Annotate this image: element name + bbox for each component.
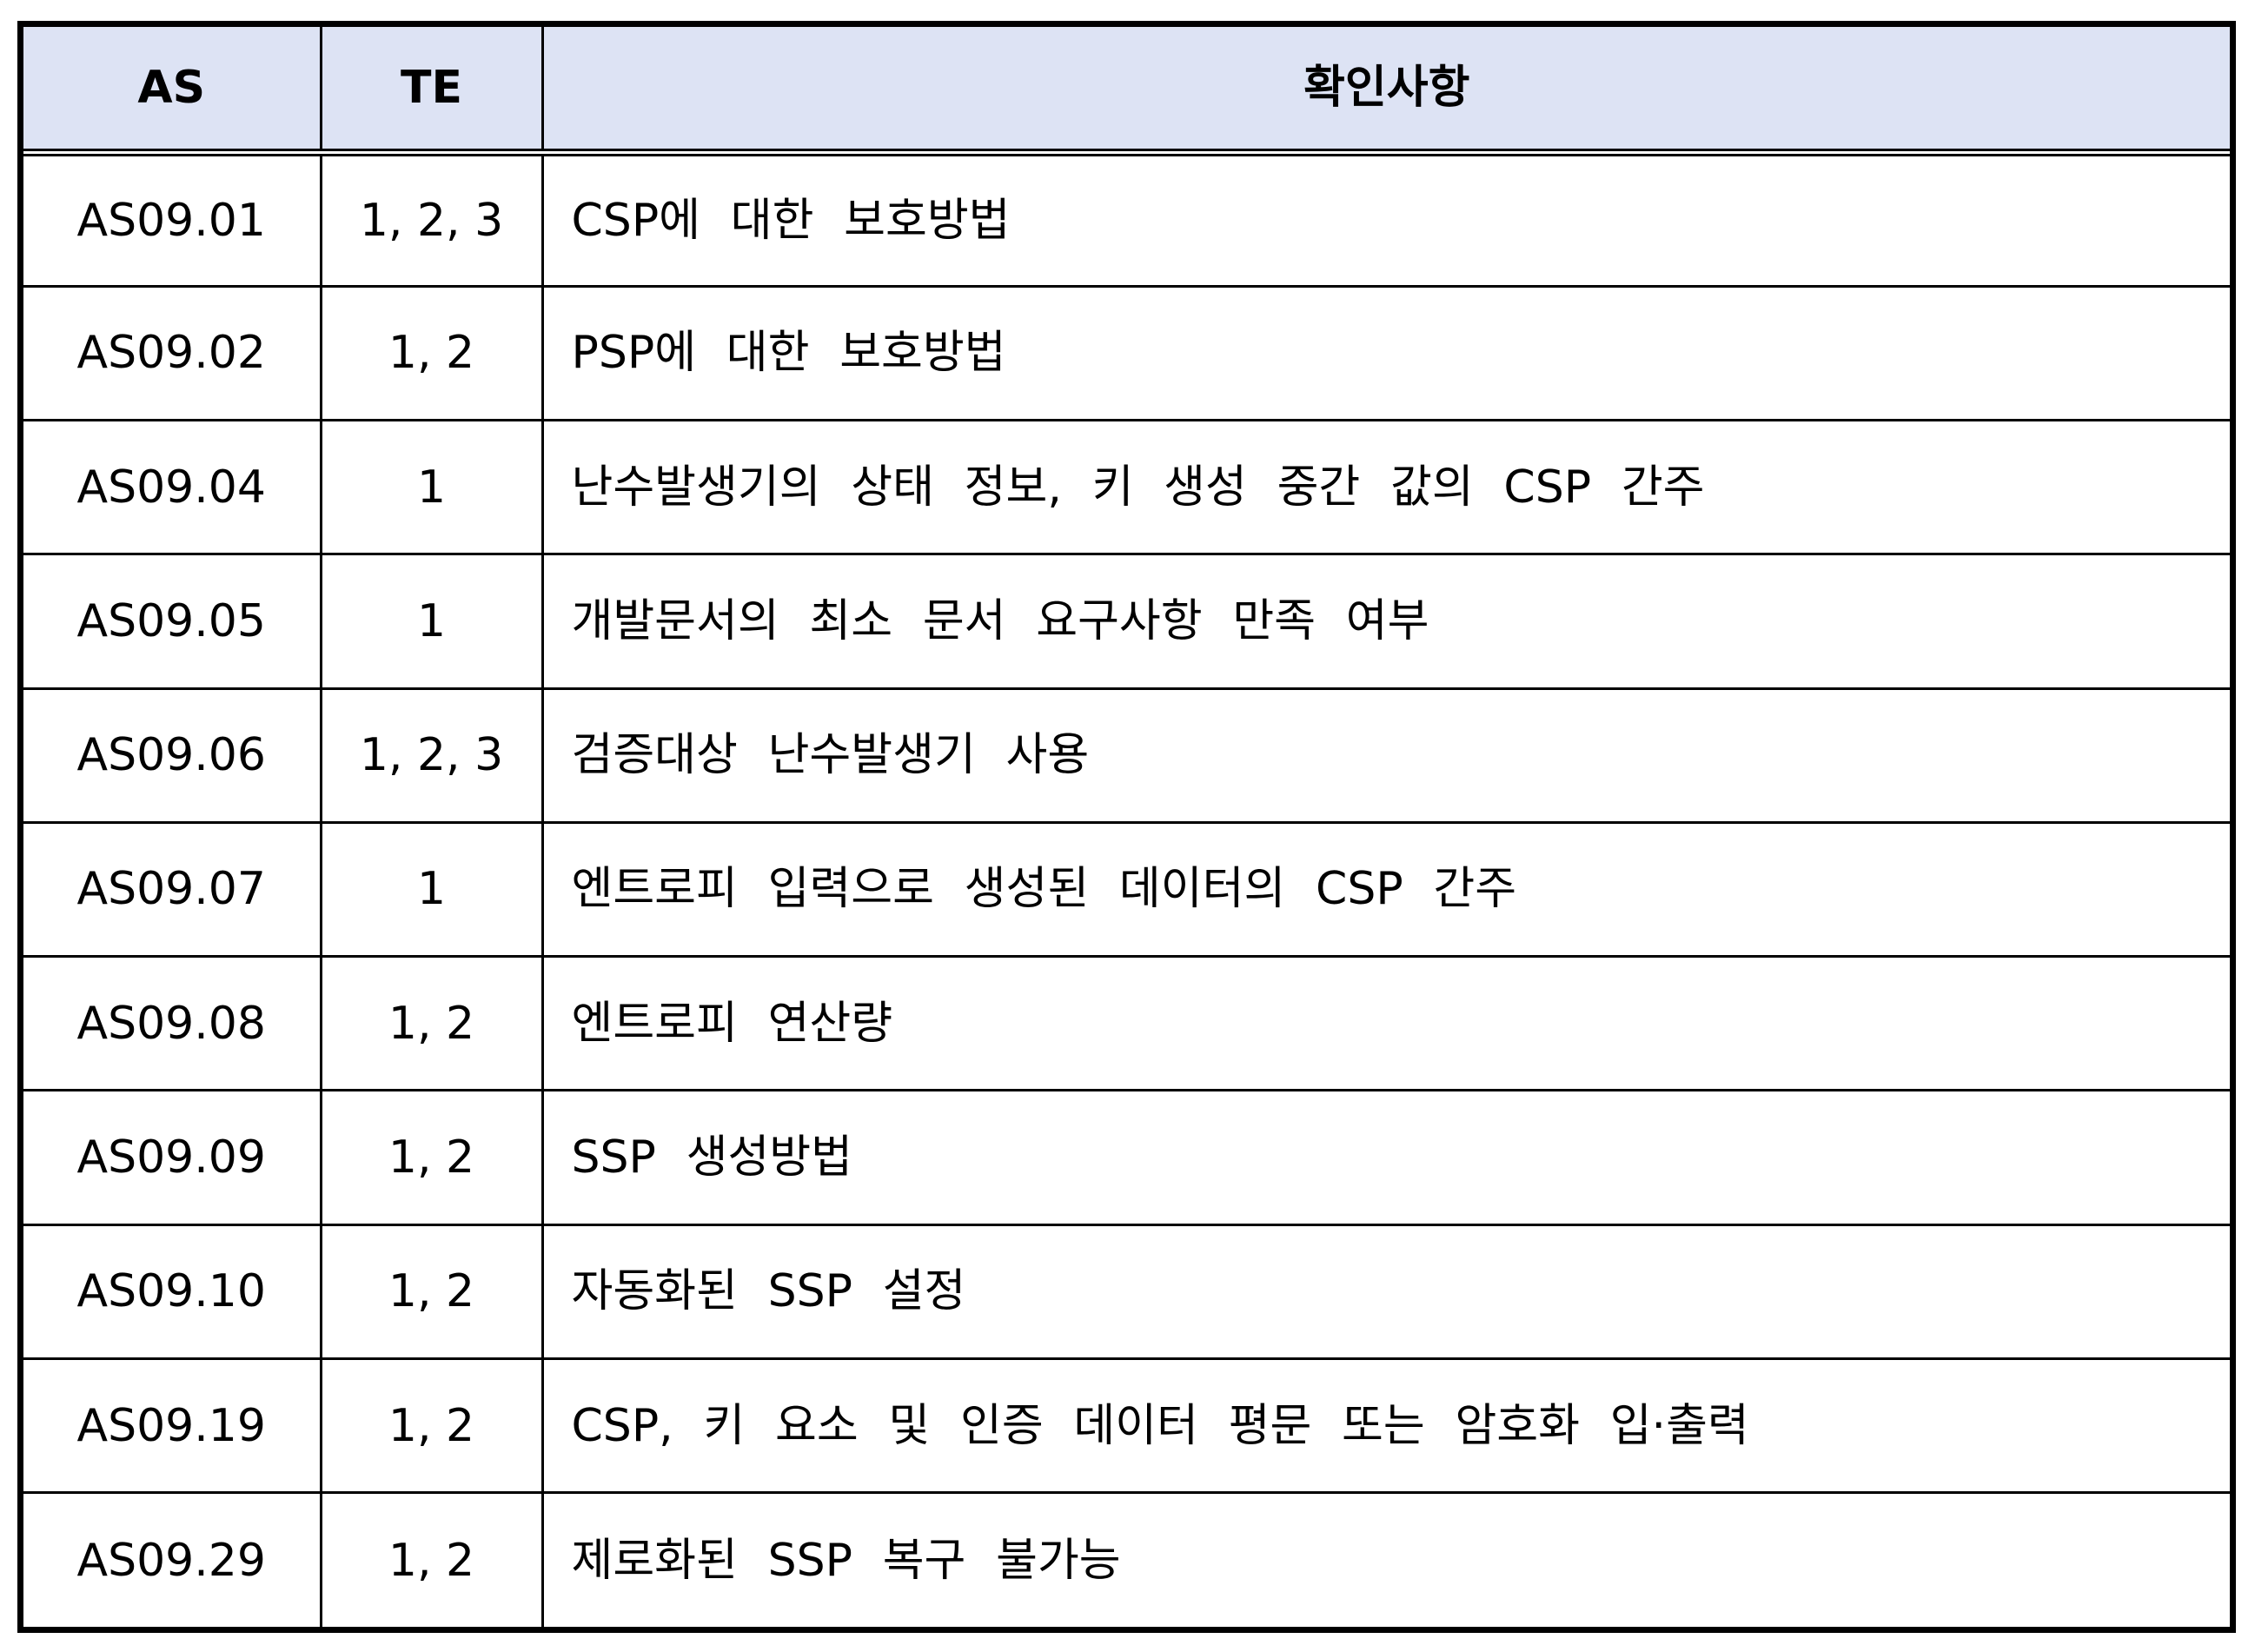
cell-as: AS09.09 — [23, 1090, 322, 1226]
cell-description: 엔트로피 연산량 — [541, 956, 2230, 1092]
header-row: AS TE 확인사항 — [23, 27, 2230, 156]
requirements-table-frame: AS TE 확인사항 AS09.01 1, 2, 3 CSP에 대한 보호방법 … — [17, 21, 2236, 1633]
requirements-table: AS TE 확인사항 AS09.01 1, 2, 3 CSP에 대한 보호방법 … — [23, 27, 2230, 1627]
table-row: AS09.05 1 개발문서의 최소 문서 요구사항 만족 여부 — [23, 554, 2230, 690]
table-row: AS09.01 1, 2, 3 CSP에 대한 보호방법 — [23, 152, 2230, 288]
table-row: AS09.04 1 난수발생기의 상태 정보, 키 생성 중간 값의 CSP 간… — [23, 420, 2230, 556]
cell-description: SSP 생성방법 — [541, 1090, 2230, 1226]
cell-as: AS09.01 — [23, 152, 322, 288]
cell-te: 1, 2 — [319, 1358, 544, 1495]
cell-te: 1, 2, 3 — [319, 688, 544, 824]
cell-as: AS09.07 — [23, 822, 322, 959]
table-row: AS09.09 1, 2 SSP 생성방법 — [23, 1090, 2230, 1226]
cell-te: 1, 2 — [319, 286, 544, 422]
table-row: AS09.07 1 엔트로피 입력으로 생성된 데이터의 CSP 간주 — [23, 822, 2230, 959]
cell-as: AS09.06 — [23, 688, 322, 824]
cell-as: AS09.08 — [23, 956, 322, 1092]
cell-te: 1, 2, 3 — [319, 152, 544, 288]
cell-description: PSP에 대한 보호방법 — [541, 286, 2230, 422]
cell-te: 1, 2 — [319, 956, 544, 1092]
cell-te: 1 — [319, 554, 544, 690]
cell-description: 제로화된 SSP 복구 불가능 — [541, 1492, 2230, 1627]
cell-as: AS09.10 — [23, 1224, 322, 1360]
cell-as: AS09.04 — [23, 420, 322, 556]
table-row: AS09.19 1, 2 CSP, 키 요소 및 인증 데이터 평문 또는 암호… — [23, 1358, 2230, 1495]
cell-description: 자동화된 SSP 설정 — [541, 1224, 2230, 1360]
header-as: AS — [23, 27, 322, 156]
cell-description: 개발문서의 최소 문서 요구사항 만족 여부 — [541, 554, 2230, 690]
cell-description: 검증대상 난수발생기 사용 — [541, 688, 2230, 824]
header-te: TE — [319, 27, 544, 156]
table-row: AS09.29 1, 2 제로화된 SSP 복구 불가능 — [23, 1492, 2230, 1627]
table-row: AS09.10 1, 2 자동화된 SSP 설정 — [23, 1224, 2230, 1360]
cell-te: 1, 2 — [319, 1224, 544, 1360]
cell-as: AS09.02 — [23, 286, 322, 422]
cell-description: 엔트로피 입력으로 생성된 데이터의 CSP 간주 — [541, 822, 2230, 959]
cell-as: AS09.29 — [23, 1492, 322, 1627]
table-body: AS09.01 1, 2, 3 CSP에 대한 보호방법 AS09.02 1, … — [23, 152, 2230, 1627]
cell-description: CSP, 키 요소 및 인증 데이터 평문 또는 암호화 입·출력 — [541, 1358, 2230, 1495]
header-description: 확인사항 — [541, 27, 2230, 156]
table-row: AS09.06 1, 2, 3 검증대상 난수발생기 사용 — [23, 688, 2230, 824]
cell-te: 1 — [319, 420, 544, 556]
cell-as: AS09.19 — [23, 1358, 322, 1495]
table-header: AS TE 확인사항 — [23, 27, 2230, 156]
cell-te: 1, 2 — [319, 1090, 544, 1226]
cell-description: CSP에 대한 보호방법 — [541, 152, 2230, 288]
cell-as: AS09.05 — [23, 554, 322, 690]
table-row: AS09.02 1, 2 PSP에 대한 보호방법 — [23, 286, 2230, 422]
cell-te: 1 — [319, 822, 544, 959]
cell-te: 1, 2 — [319, 1492, 544, 1627]
cell-description: 난수발생기의 상태 정보, 키 생성 중간 값의 CSP 간주 — [541, 420, 2230, 556]
table-row: AS09.08 1, 2 엔트로피 연산량 — [23, 956, 2230, 1092]
